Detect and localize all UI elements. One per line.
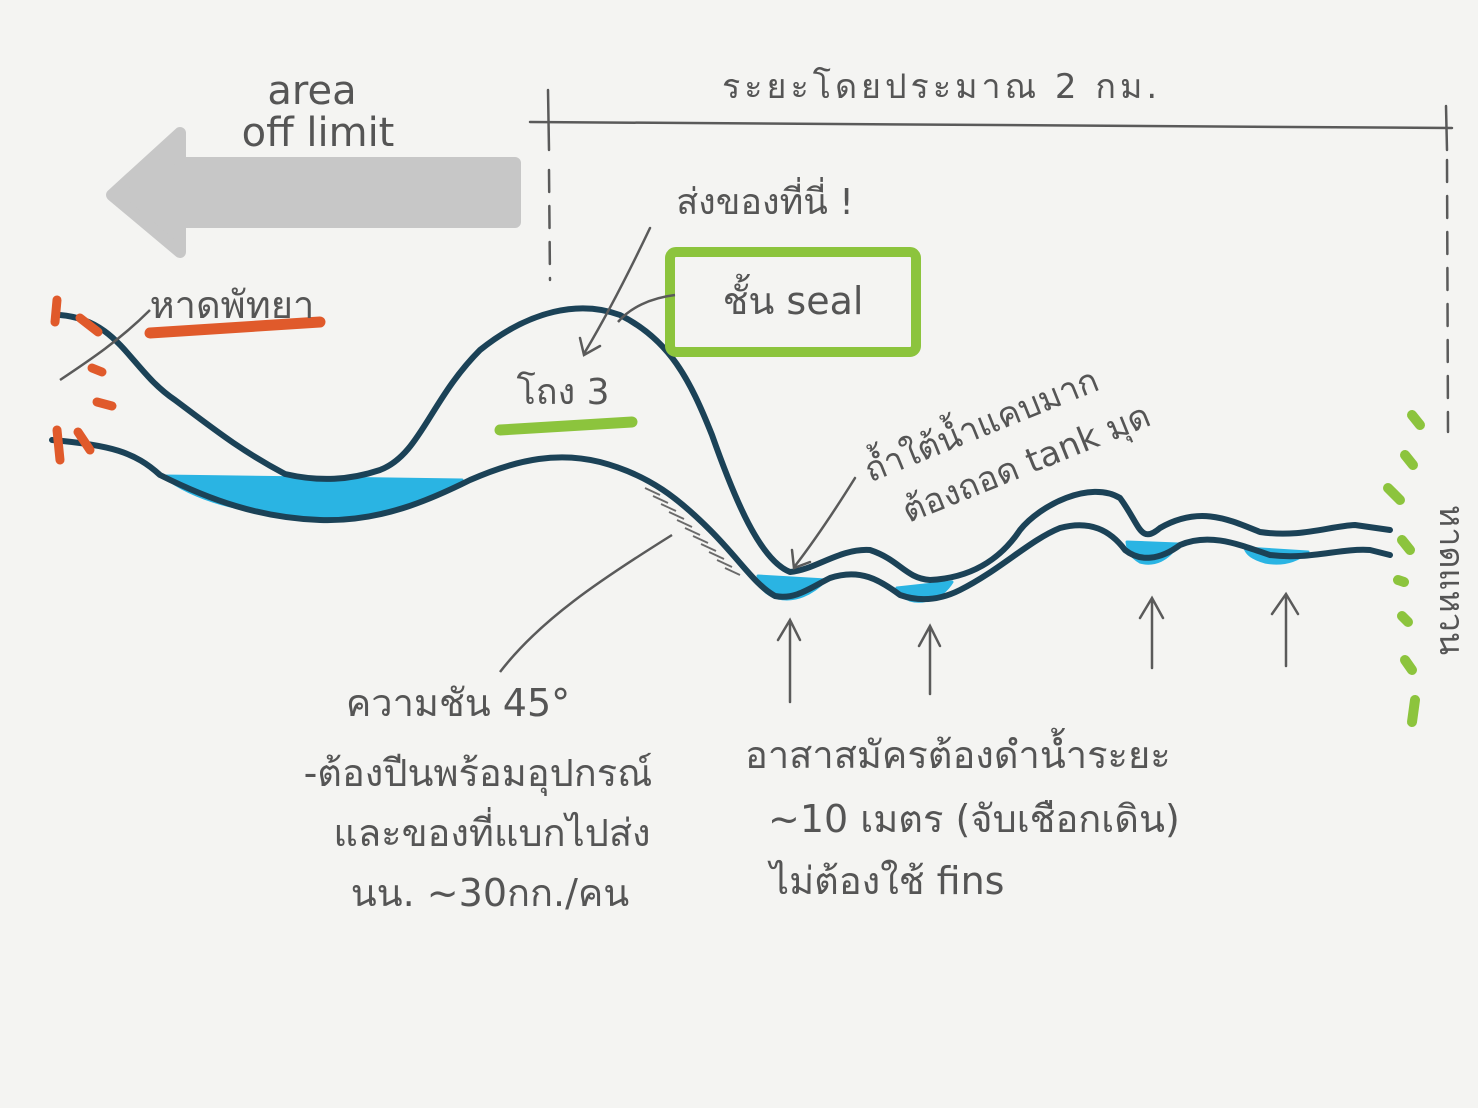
- slope-note-line-3: และของที่แบกไปส่ง: [333, 807, 650, 855]
- send-here-label: ส่งของที่นี่ !: [676, 177, 854, 223]
- left-entrance-marks: [55, 300, 112, 460]
- arrow-label-off-limit: off limit: [242, 110, 395, 156]
- cave-chamber-label: โถง 3: [516, 371, 609, 413]
- flooded-section-arrows: [778, 594, 1298, 702]
- slope-notes: ความชัน 45° -ต้องปีนพร้อมอุปกรณ์ และของท…: [304, 681, 653, 915]
- slope-note-line-1: ความชัน 45°: [346, 681, 570, 725]
- arrow-label-area: area: [267, 68, 356, 114]
- distance-label: ระยะโดยประมาณ 2 กม.: [722, 67, 1161, 107]
- slope-note-line-2: -ต้องปีนพร้อมอุปกรณ์: [304, 751, 653, 796]
- send-here-pointer: [580, 228, 650, 355]
- seal-box-label: ชั้น seal: [723, 273, 864, 323]
- volunteer-note-line-1: อาสาสมัครต้องดำน้ำระยะ: [745, 727, 1171, 777]
- underwater-note: ถ้ำใต้น้ำแคบมาก ต้องถอด tank มุด: [857, 343, 1156, 539]
- right-beach-label: หาดแหวน: [1431, 505, 1471, 655]
- slope-note-line-4: นน. ~30กก./คน: [351, 871, 630, 915]
- left-beach-label: หาดพัทยา: [150, 283, 315, 327]
- volunteer-note-line-3: ไม่ต้องใช้ fins: [767, 859, 1004, 903]
- right-entrance-marks: [1388, 415, 1420, 722]
- volunteer-note-line-2: ~10 เมตร (จับเชือกเดิน): [768, 797, 1180, 841]
- slope-hatching: [645, 488, 740, 575]
- slope-leader: [500, 535, 672, 672]
- cave-chamber-underline: [500, 422, 632, 430]
- volunteer-notes: อาสาสมัครต้องดำน้ำระยะ ~10 เมตร (จับเชือ…: [745, 727, 1180, 903]
